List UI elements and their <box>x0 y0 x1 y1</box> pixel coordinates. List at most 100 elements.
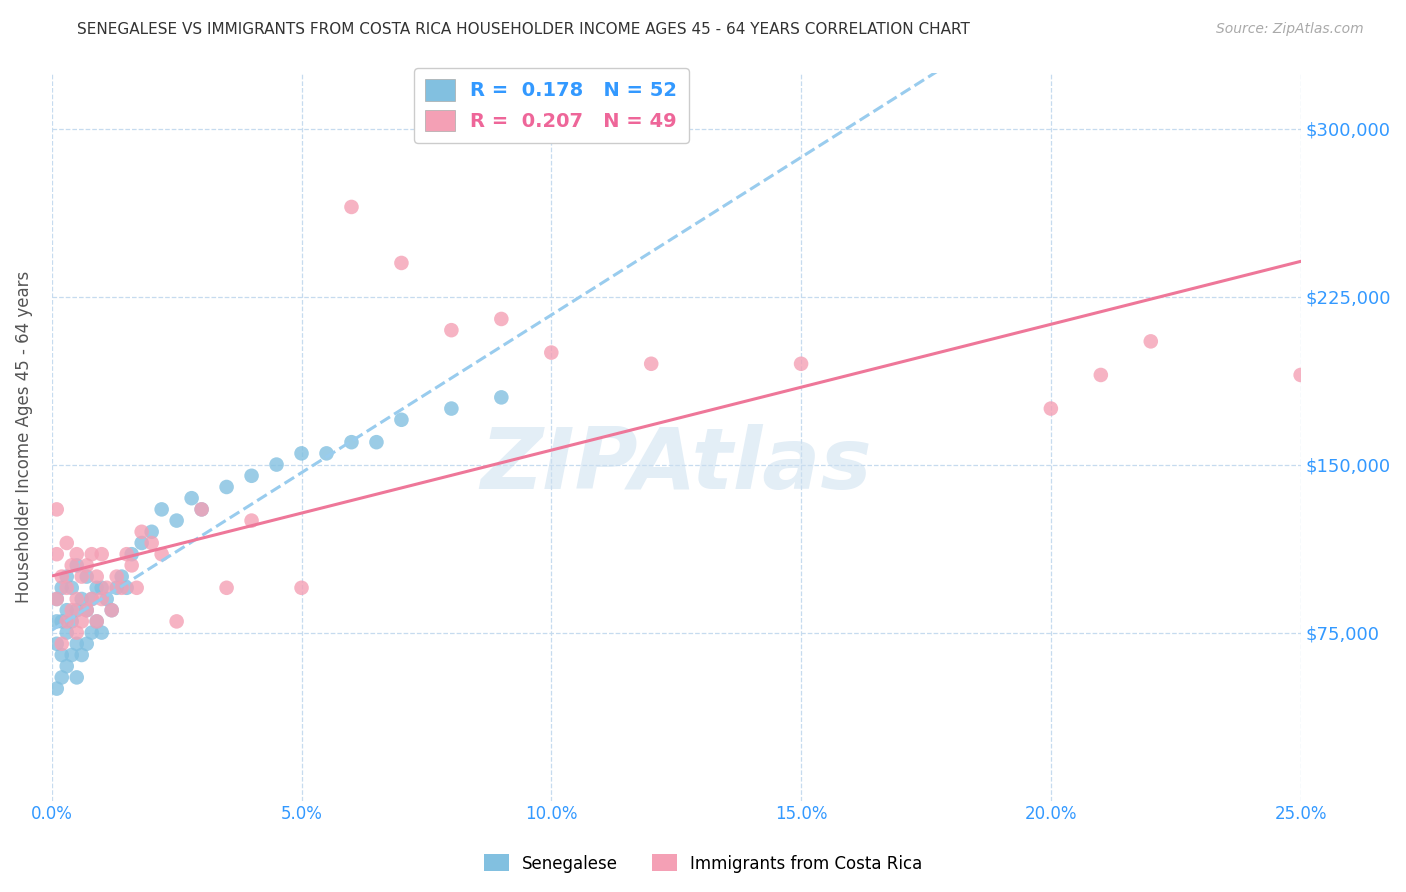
Point <box>51 581 73 595</box>
Point <box>150 547 173 561</box>
Point <box>55 603 77 617</box>
Point <box>55 536 77 550</box>
Point <box>45 592 67 607</box>
Point <box>190 502 212 516</box>
Point <box>440 401 463 416</box>
Point <box>540 345 562 359</box>
Point <box>391 256 413 270</box>
Point <box>66 592 89 607</box>
Point <box>131 536 153 550</box>
Point <box>115 581 138 595</box>
Point <box>76 603 98 617</box>
Point <box>150 502 173 516</box>
Point <box>121 558 143 573</box>
Point <box>315 446 337 460</box>
Point <box>51 615 73 629</box>
Point <box>45 502 67 516</box>
Point <box>121 547 143 561</box>
Point <box>51 648 73 662</box>
Point <box>111 569 134 583</box>
Point <box>166 615 188 629</box>
Point <box>111 581 134 595</box>
Point <box>131 524 153 539</box>
Point <box>66 603 89 617</box>
Y-axis label: Householder Income Ages 45 - 64 years: Householder Income Ages 45 - 64 years <box>15 270 32 603</box>
Point <box>55 625 77 640</box>
Point <box>45 547 67 561</box>
Point <box>90 625 112 640</box>
Point <box>105 581 128 595</box>
Point <box>66 547 89 561</box>
Point <box>115 547 138 561</box>
Point <box>90 592 112 607</box>
Point <box>60 581 83 595</box>
Point <box>180 491 202 506</box>
Legend: Senegalese, Immigrants from Costa Rica: Senegalese, Immigrants from Costa Rica <box>477 847 929 880</box>
Point <box>215 581 238 595</box>
Point <box>141 536 163 550</box>
Text: SENEGALESE VS IMMIGRANTS FROM COSTA RICA HOUSEHOLDER INCOME AGES 45 - 64 YEARS C: SENEGALESE VS IMMIGRANTS FROM COSTA RICA… <box>77 22 970 37</box>
Point <box>55 581 77 595</box>
Point <box>266 458 288 472</box>
Point <box>76 569 98 583</box>
Point <box>90 547 112 561</box>
Point <box>51 637 73 651</box>
Point <box>86 615 108 629</box>
Point <box>166 514 188 528</box>
Point <box>80 592 103 607</box>
Point <box>100 603 122 617</box>
Point <box>51 670 73 684</box>
Point <box>55 569 77 583</box>
Point <box>86 569 108 583</box>
Point <box>290 581 312 595</box>
Point <box>76 637 98 651</box>
Point <box>340 200 363 214</box>
Point <box>790 357 813 371</box>
Point <box>190 502 212 516</box>
Point <box>1289 368 1312 382</box>
Point <box>80 625 103 640</box>
Point <box>391 413 413 427</box>
Point <box>80 592 103 607</box>
Point <box>55 659 77 673</box>
Point <box>51 569 73 583</box>
Point <box>66 670 89 684</box>
Point <box>60 615 83 629</box>
Point <box>45 615 67 629</box>
Point <box>491 312 513 326</box>
Point <box>240 514 263 528</box>
Point <box>70 615 93 629</box>
Point <box>70 569 93 583</box>
Point <box>290 446 312 460</box>
Point <box>66 637 89 651</box>
Point <box>70 592 93 607</box>
Point <box>100 603 122 617</box>
Point <box>90 581 112 595</box>
Point <box>141 524 163 539</box>
Point <box>491 390 513 404</box>
Point <box>45 681 67 696</box>
Point <box>1090 368 1112 382</box>
Point <box>240 468 263 483</box>
Point <box>70 648 93 662</box>
Point <box>440 323 463 337</box>
Text: ZIPAtlas: ZIPAtlas <box>481 425 872 508</box>
Point <box>1139 334 1161 349</box>
Point <box>66 625 89 640</box>
Point <box>86 615 108 629</box>
Point <box>640 357 662 371</box>
Point <box>76 558 98 573</box>
Point <box>1039 401 1062 416</box>
Point <box>366 435 388 450</box>
Point <box>96 592 118 607</box>
Point <box>60 558 83 573</box>
Point <box>55 615 77 629</box>
Point <box>86 581 108 595</box>
Point <box>45 637 67 651</box>
Point <box>215 480 238 494</box>
Point <box>60 603 83 617</box>
Point <box>80 547 103 561</box>
Point <box>66 558 89 573</box>
Point <box>60 648 83 662</box>
Point <box>96 581 118 595</box>
